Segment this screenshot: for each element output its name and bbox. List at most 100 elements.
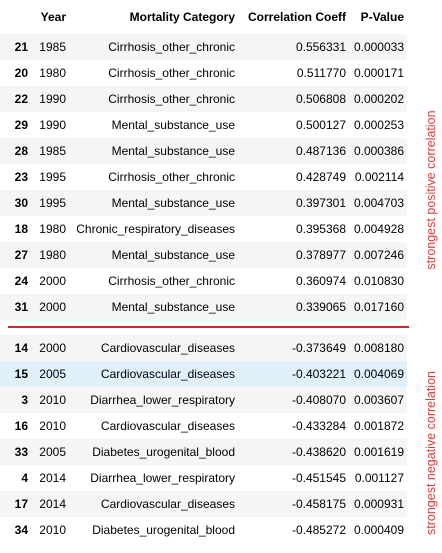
year-cell: 2000 bbox=[32, 335, 70, 361]
correlation-cell: 0.339065 bbox=[238, 294, 349, 320]
table-row[interactable]: 17 2014 Cardiovascular_diseases -0.458175 0.… bbox=[0, 491, 407, 517]
year-cell: 1990 bbox=[39, 118, 66, 132]
table-row[interactable]: 20 1980 Cirrhosis_other_chronic 0.511770 0.0… bbox=[0, 60, 407, 86]
pvalue-cell: 0.004703 bbox=[349, 190, 407, 216]
pvalue-cell: 0.000386 bbox=[349, 138, 407, 164]
category-cell: Cirrhosis_other_chronic bbox=[70, 34, 238, 60]
row-index: 31 bbox=[0, 294, 32, 320]
negative-correlation-table: 14 2000 Cardiovascular_diseases -0.373649 0.… bbox=[0, 335, 407, 543]
category-cell: Mental_substance_use bbox=[70, 294, 238, 320]
positive-correlation-table: Year Mortality Category Correlation Coef… bbox=[0, 0, 407, 320]
correlation-cell: -0.403221 bbox=[238, 361, 349, 387]
table-row[interactable]: 18 1980 Chronic_respiratory_diseases 0.3953… bbox=[0, 216, 407, 242]
pvalue-header[interactable]: P-Value bbox=[360, 10, 404, 24]
pvalue-cell: 0.000171 bbox=[353, 66, 404, 80]
year-cell: 2000 bbox=[32, 294, 70, 320]
year-cell: 2014 bbox=[39, 471, 66, 485]
section-divider bbox=[8, 326, 409, 328]
pvalue-cell: 0.000931 bbox=[349, 491, 407, 517]
year-cell: 1980 bbox=[39, 66, 66, 80]
correlation-header[interactable]: Correlation Coeff bbox=[247, 10, 346, 24]
row-index: 29 bbox=[14, 118, 28, 132]
year-cell: 1985 bbox=[32, 34, 70, 60]
row-index: 14 bbox=[0, 335, 32, 361]
pvalue-cell: 0.002114 bbox=[354, 170, 404, 184]
correlation-cell: -0.438620 bbox=[238, 439, 349, 465]
row-index: 24 bbox=[14, 274, 28, 288]
category-cell: Diabetes_urogenital_blood bbox=[92, 523, 235, 537]
table-row[interactable]: 28 1985 Mental_substance_use 0.487136 0.0003… bbox=[0, 138, 407, 164]
year-cell: 1980 bbox=[39, 222, 66, 236]
table-row[interactable]: 22 1990 Cirrhosis_other_chronic 0.506808 0.0… bbox=[0, 86, 407, 112]
pvalue-cell: 0.010830 bbox=[353, 274, 404, 288]
pvalue-cell: 0.000033 bbox=[349, 34, 407, 60]
correlation-cell: 0.511770 bbox=[296, 66, 346, 80]
year-header[interactable]: Year bbox=[40, 10, 66, 24]
correlation-cell: 0.378977 bbox=[238, 242, 349, 268]
category-cell: Cirrhosis_other_chronic bbox=[108, 66, 235, 80]
table-row[interactable]: 14 2000 Cardiovascular_diseases -0.373649 0.… bbox=[0, 335, 407, 361]
pvalue-cell: 0.003607 bbox=[349, 387, 407, 413]
row-index: 33 bbox=[0, 439, 32, 465]
category-cell: Cirrhosis_other_chronic bbox=[108, 170, 235, 184]
correlation-cell: -0.433284 bbox=[291, 419, 346, 433]
correlation-cell: -0.485272 bbox=[291, 523, 346, 537]
category-header[interactable]: Mortality Category bbox=[129, 10, 235, 24]
correlation-cell: -0.373649 bbox=[238, 335, 349, 361]
row-index: 20 bbox=[14, 66, 28, 80]
correlation-cell: -0.451545 bbox=[291, 471, 346, 485]
row-index: 4 bbox=[21, 471, 28, 485]
year-cell: 2010 bbox=[39, 523, 66, 537]
pvalue-cell: 0.001619 bbox=[349, 439, 407, 465]
table-row[interactable]: 33 2005 Diabetes_urogenital_blood -0.438620… bbox=[0, 439, 407, 465]
category-cell: Cardiovascular_diseases bbox=[70, 361, 238, 387]
category-cell: Mental_substance_use bbox=[111, 118, 235, 132]
row-index: 16 bbox=[14, 419, 28, 433]
positive-correlation-label: strongest positive correlation bbox=[424, 110, 438, 270]
category-cell: Cardiovascular_diseases bbox=[70, 335, 238, 361]
year-cell: 2010 bbox=[32, 387, 70, 413]
year-cell: 2005 bbox=[32, 361, 70, 387]
table-row[interactable]: 4 2014 Diarrhea_lower_respiratory -0.451545… bbox=[0, 465, 407, 491]
row-index: 22 bbox=[0, 86, 32, 112]
row-index: 27 bbox=[0, 242, 32, 268]
table-row[interactable]: 16 2010 Cardiovascular_diseases -0.433284 0.… bbox=[0, 413, 407, 439]
table-row[interactable]: 31 2000 Mental_substance_use 0.339065 0.0171… bbox=[0, 294, 407, 320]
row-index: 15 bbox=[0, 361, 32, 387]
pvalue-cell: 0.000253 bbox=[353, 118, 404, 132]
row-index: 28 bbox=[0, 138, 32, 164]
table-row[interactable]: 27 1980 Mental_substance_use 0.378977 0.0072… bbox=[0, 242, 407, 268]
table-row[interactable]: 21 1985 Cirrhosis_other_chronic 0.556331 0.0… bbox=[0, 34, 407, 60]
correlation-cell: 0.556331 bbox=[238, 34, 349, 60]
correlation-cell: 0.500127 bbox=[295, 118, 346, 132]
pvalue-cell: 0.001127 bbox=[354, 471, 404, 485]
table-row[interactable]: 23 1995 Cirrhosis_other_chronic 0.428749 0.0… bbox=[0, 164, 407, 190]
year-cell: 1980 bbox=[32, 242, 70, 268]
year-cell: 2010 bbox=[39, 419, 66, 433]
header-row: Year Mortality Category Correlation Coef… bbox=[0, 0, 407, 34]
table-row[interactable]: 34 2010 Diabetes_urogenital_blood -0.485272… bbox=[0, 517, 407, 543]
year-cell: 1995 bbox=[39, 170, 66, 184]
row-index: 17 bbox=[0, 491, 32, 517]
row-index: 23 bbox=[14, 170, 28, 184]
category-cell: Diabetes_urogenital_blood bbox=[70, 439, 238, 465]
pvalue-cell: 0.008180 bbox=[349, 335, 407, 361]
table-row[interactable]: 24 2000 Cirrhosis_other_chronic 0.360974 0.0… bbox=[0, 268, 407, 294]
category-cell: Diarrhea_lower_respiratory bbox=[70, 387, 238, 413]
correlation-cell: -0.458175 bbox=[238, 491, 349, 517]
correlation-cell: 0.428749 bbox=[295, 170, 346, 184]
category-cell: Cardiovascular_diseases bbox=[70, 491, 238, 517]
table-row[interactable]: 3 2010 Diarrhea_lower_respiratory -0.408070… bbox=[0, 387, 407, 413]
correlation-cell: 0.397301 bbox=[238, 190, 349, 216]
index-header bbox=[0, 0, 32, 34]
category-cell: Cirrhosis_other_chronic bbox=[70, 86, 238, 112]
correlation-cell: 0.360974 bbox=[295, 274, 346, 288]
correlation-cell: 0.395368 bbox=[295, 222, 346, 236]
table-row[interactable]: 30 1995 Mental_substance_use 0.397301 0.0047… bbox=[0, 190, 407, 216]
row-index: 21 bbox=[0, 34, 32, 60]
table-row[interactable]: 15 2005 Cardiovascular_diseases -0.403221 0.… bbox=[0, 361, 407, 387]
table-row[interactable]: 29 1990 Mental_substance_use 0.500127 0.0002… bbox=[0, 112, 407, 138]
year-cell: 1995 bbox=[32, 190, 70, 216]
category-cell: Chronic_respiratory_diseases bbox=[76, 222, 235, 236]
category-cell: Diarrhea_lower_respiratory bbox=[90, 471, 235, 485]
